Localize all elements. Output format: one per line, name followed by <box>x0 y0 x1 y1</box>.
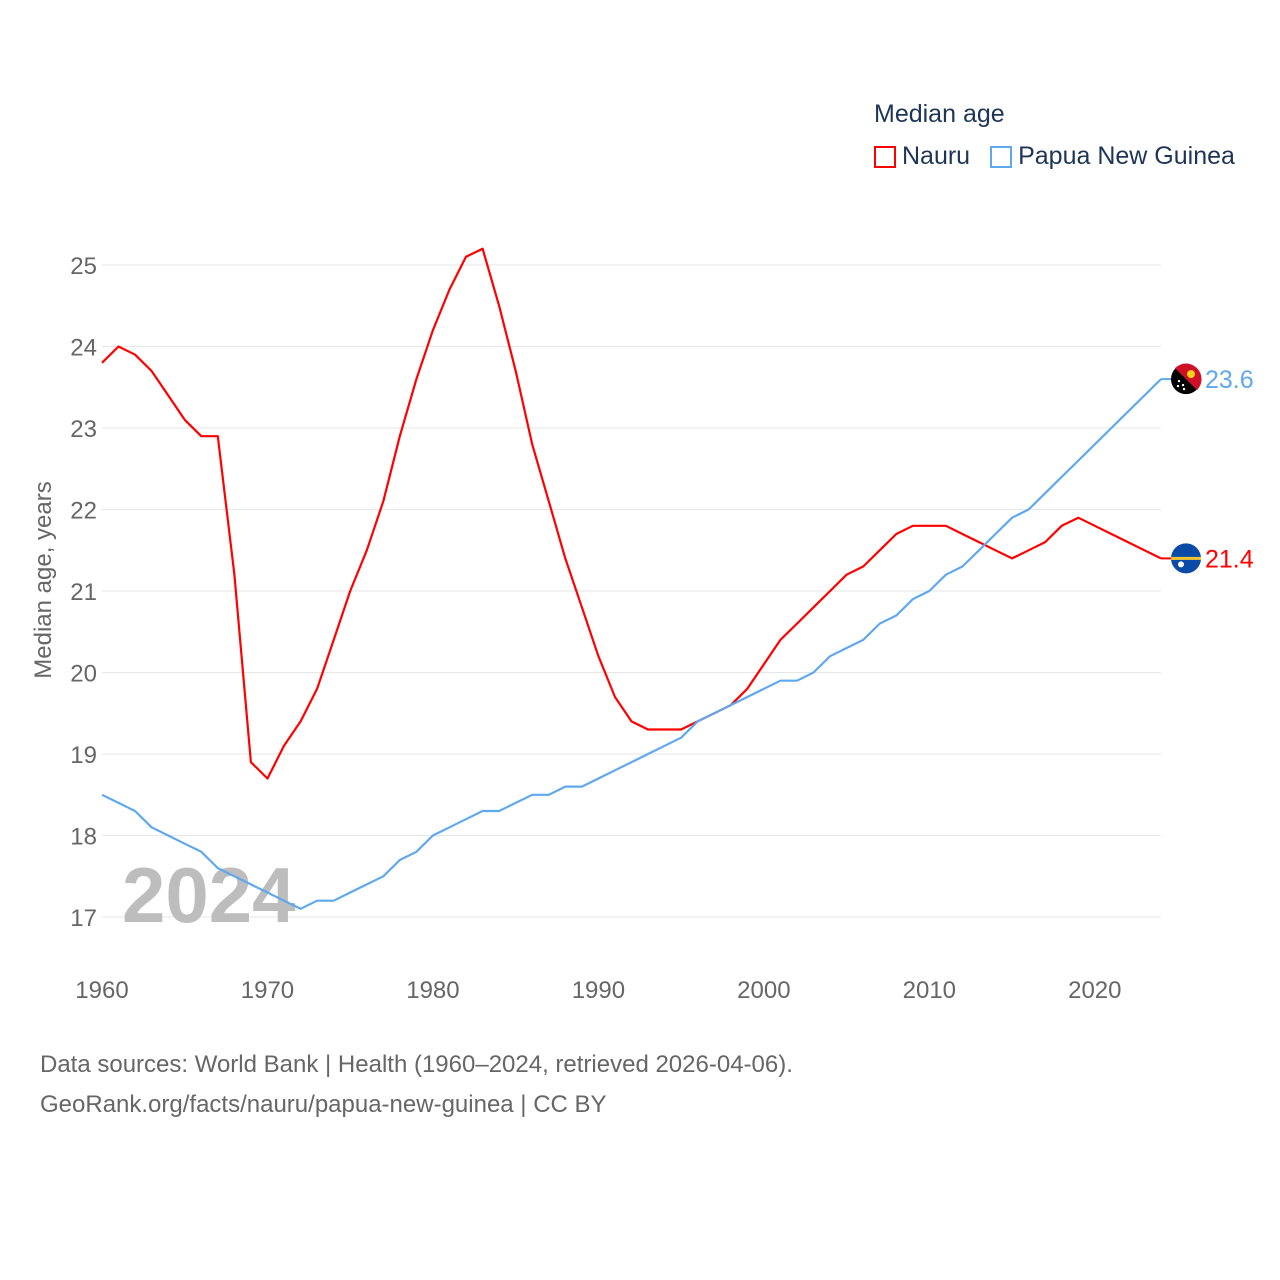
x-tick-label: 1970 <box>241 977 294 1004</box>
legend-title: Median age <box>874 100 1005 128</box>
y-tick-label: 24 <box>70 335 97 362</box>
legend-swatch-nauru <box>874 145 896 168</box>
series-line-png <box>101 378 1162 910</box>
x-tick-label: 2020 <box>1068 977 1121 1004</box>
y-axis-label: Median age, years <box>30 481 57 678</box>
legend-item-nauru[interactable]: Nauru <box>874 142 970 171</box>
nauru-flag-star <box>1178 561 1184 568</box>
legend-swatch-png <box>990 145 1013 168</box>
end-value-label: 23.6 <box>1205 366 1254 394</box>
nauru-flag-stripe <box>1171 556 1201 560</box>
y-tick-label: 25 <box>70 253 97 280</box>
png-flag-star <box>1176 384 1180 388</box>
png-flag-star <box>1181 383 1185 387</box>
png-flag-bird <box>1187 370 1195 379</box>
y-tick-label: 18 <box>70 824 97 851</box>
y-tick-label: 22 <box>70 498 97 525</box>
end-value-label: 21.4 <box>1205 545 1254 573</box>
x-tick-label: 1980 <box>406 977 459 1004</box>
source-line-1: Data sources: World Bank | Health (1960–… <box>40 1051 793 1078</box>
x-tick-label: 1990 <box>572 977 625 1004</box>
y-tick-label: 23 <box>70 416 97 443</box>
legend-label-nauru: Nauru <box>902 142 971 170</box>
y-tick-label: 21 <box>70 579 97 606</box>
y-tick-label: 19 <box>70 742 97 769</box>
x-tick-label: 2000 <box>737 977 790 1004</box>
source-line-2: GeoRank.org/facts/nauru/papua-new-guinea… <box>40 1091 607 1118</box>
legend: Nauru Papua New Guinea <box>874 142 1255 171</box>
year-watermark: 2024 <box>122 851 296 939</box>
legend-item-png[interactable]: Papua New Guinea <box>990 142 1235 171</box>
series-line-nauru <box>101 247 1162 780</box>
png-flag-star <box>1182 387 1186 391</box>
legend-label-png: Papua New Guinea <box>1018 142 1235 170</box>
x-tick-label: 2010 <box>903 977 956 1004</box>
x-tick-label: 1960 <box>75 977 128 1004</box>
source-note: Data sources: World Bank | Health (1960–… <box>40 1045 793 1125</box>
png-flag-star <box>1177 379 1181 383</box>
y-tick-label: 20 <box>70 661 97 688</box>
y-tick-label: 17 <box>70 905 97 932</box>
